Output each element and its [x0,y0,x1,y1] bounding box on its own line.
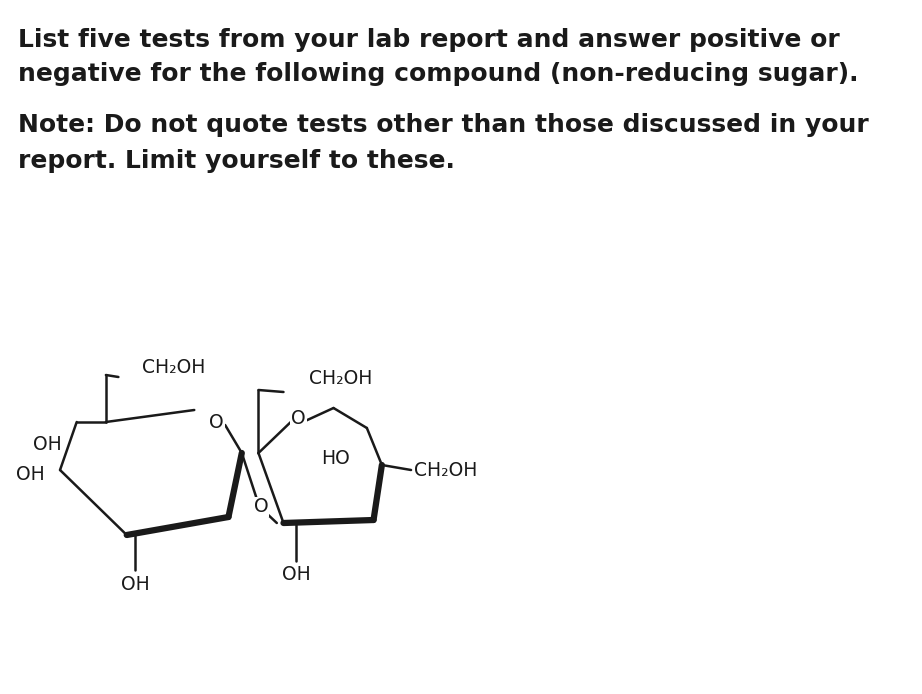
Text: CH₂OH: CH₂OH [309,369,372,387]
Text: O: O [254,498,268,516]
Text: negative for the following compound (non-reducing sugar).: negative for the following compound (non… [18,62,859,86]
Text: Note: Do not quote tests other than those discussed in your: Note: Do not quote tests other than thos… [18,113,869,137]
Text: OH: OH [121,575,149,595]
Text: O: O [291,409,306,428]
Text: O: O [209,412,224,432]
Text: CH₂OH: CH₂OH [414,461,477,480]
Text: CH₂OH: CH₂OH [142,357,205,377]
Text: HO: HO [322,448,350,468]
Text: report. Limit yourself to these.: report. Limit yourself to these. [18,149,455,173]
Text: OH: OH [281,566,311,584]
Text: OH: OH [33,434,62,453]
Text: List five tests from your lab report and answer positive or: List five tests from your lab report and… [18,28,840,52]
Text: OH: OH [17,466,45,484]
